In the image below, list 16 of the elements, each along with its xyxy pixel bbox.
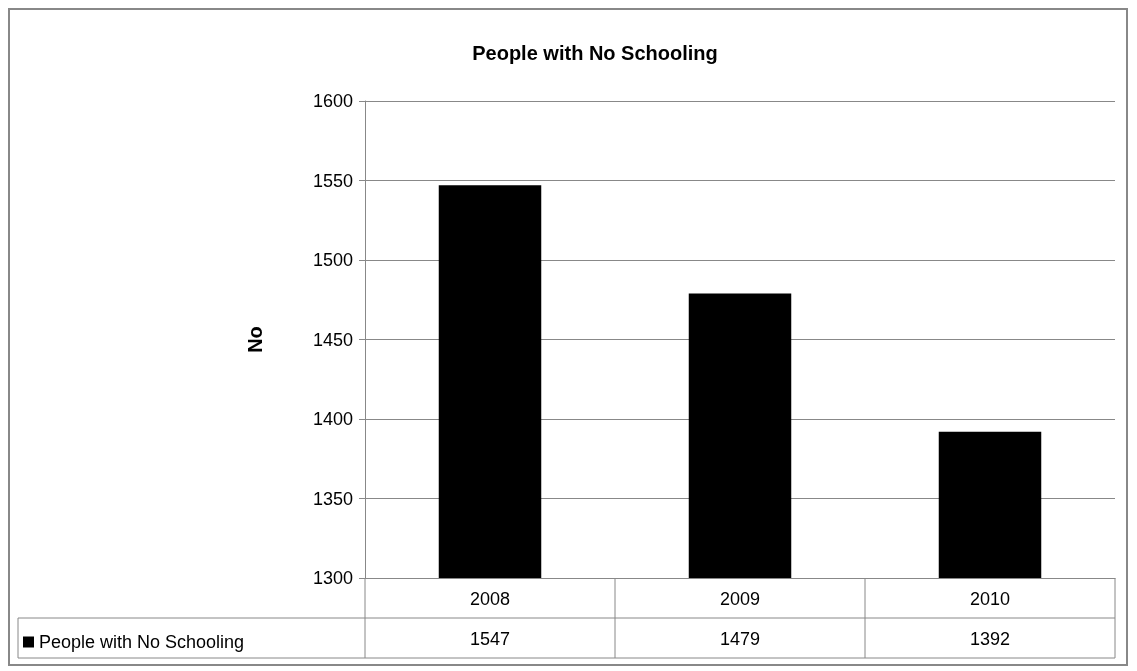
x-tick-label: 2008 [469, 589, 511, 609]
y-tick-label: 1300 [312, 568, 353, 588]
y-tick-label: 1550 [312, 170, 353, 191]
y-tick-label: 1600 [312, 91, 353, 111]
data-label: 1392 [969, 629, 1011, 649]
legend-label: People with No Schooling [39, 632, 245, 652]
y-tick-label: 1400 [312, 409, 353, 429]
data-label: 1547 [469, 629, 511, 649]
y-axis-title: No [244, 326, 266, 353]
chart-title: People with No Schooling [472, 42, 718, 64]
y-tick-label: 1500 [312, 250, 353, 270]
x-tick-label: 2009 [719, 589, 761, 609]
y-tick-label: 1350 [312, 488, 353, 509]
x-tick-label: 2010 [969, 589, 1011, 609]
data-label: 1479 [719, 629, 761, 649]
y-tick-label: 1450 [312, 329, 353, 350]
